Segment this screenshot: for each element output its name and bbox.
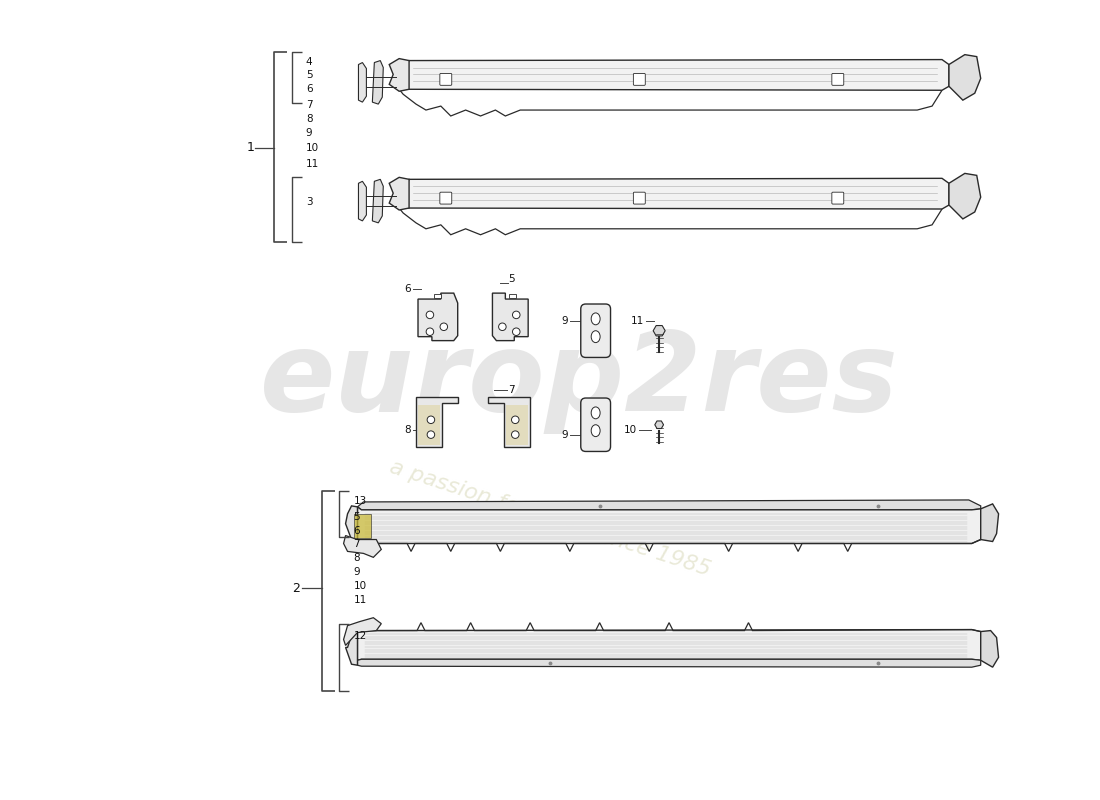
Text: 11: 11 [353,595,366,605]
Text: 5: 5 [306,70,312,81]
Text: 10: 10 [353,581,366,591]
Circle shape [427,416,434,423]
Polygon shape [949,54,981,100]
Ellipse shape [591,330,601,342]
FancyBboxPatch shape [832,74,844,86]
FancyBboxPatch shape [581,398,611,451]
Text: 11: 11 [306,159,319,170]
Text: 11: 11 [631,316,645,326]
Polygon shape [399,178,949,209]
FancyBboxPatch shape [634,74,646,86]
Circle shape [440,323,448,330]
FancyBboxPatch shape [581,304,611,358]
Polygon shape [506,405,528,445]
Polygon shape [345,633,358,666]
Text: 5: 5 [353,512,360,522]
Polygon shape [389,58,409,91]
Polygon shape [981,504,999,542]
Text: 4: 4 [306,57,312,66]
Polygon shape [373,61,383,104]
FancyBboxPatch shape [832,192,844,204]
Circle shape [426,328,433,335]
Text: 8: 8 [353,554,360,563]
Circle shape [427,431,434,438]
Polygon shape [418,293,458,341]
Text: 6: 6 [353,526,360,536]
Text: a passion for parts since 1985: a passion for parts since 1985 [387,458,713,580]
Text: 6: 6 [405,284,411,294]
Polygon shape [359,182,366,221]
Polygon shape [358,500,981,510]
Ellipse shape [591,425,601,437]
FancyBboxPatch shape [433,294,441,298]
Polygon shape [389,178,409,210]
Text: 7: 7 [508,385,515,395]
Polygon shape [981,630,999,667]
Polygon shape [949,174,981,219]
Polygon shape [373,179,383,223]
Text: 10: 10 [306,142,319,153]
Text: 8: 8 [405,425,411,434]
Polygon shape [416,397,458,446]
Text: 12: 12 [353,630,366,641]
Ellipse shape [591,407,601,419]
Polygon shape [359,62,366,102]
Circle shape [512,416,519,423]
Text: 7: 7 [306,100,312,110]
Text: 3: 3 [306,197,312,207]
Text: 6: 6 [306,84,312,94]
Text: 1: 1 [246,141,254,154]
Polygon shape [399,59,949,90]
Circle shape [426,311,433,318]
Text: 9: 9 [306,128,312,138]
Polygon shape [488,397,530,446]
FancyBboxPatch shape [634,192,646,204]
Text: 5: 5 [508,274,515,284]
Polygon shape [418,405,440,445]
Text: 10: 10 [624,425,637,434]
Polygon shape [653,326,666,336]
Polygon shape [345,506,358,539]
FancyBboxPatch shape [509,294,516,298]
Circle shape [498,323,506,330]
Circle shape [513,328,520,335]
Circle shape [513,311,520,318]
Polygon shape [343,618,382,646]
Text: 9: 9 [353,567,360,577]
Text: europ2res: europ2res [261,326,899,434]
Polygon shape [343,535,382,558]
FancyBboxPatch shape [440,74,452,86]
Text: 8: 8 [306,114,312,124]
Polygon shape [358,630,981,660]
Polygon shape [358,507,981,543]
Ellipse shape [591,313,601,325]
Text: 7: 7 [353,539,360,550]
Text: 9: 9 [561,316,568,326]
Text: 2: 2 [292,582,300,594]
Bar [353,514,372,538]
Polygon shape [654,421,663,429]
Text: 9: 9 [561,430,568,440]
FancyBboxPatch shape [440,192,452,204]
Polygon shape [493,293,528,341]
Polygon shape [358,659,981,667]
Text: 13: 13 [353,496,366,506]
Circle shape [512,431,519,438]
